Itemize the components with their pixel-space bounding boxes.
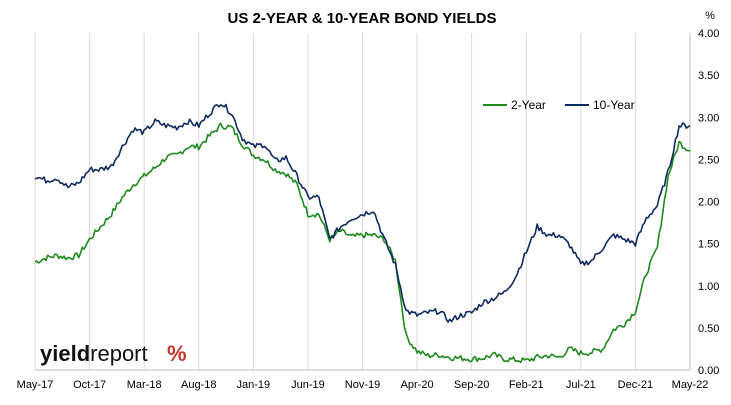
yieldreport-logo: yieldreport % <box>40 341 187 366</box>
chart-title: US 2-YEAR & 10-YEAR BOND YIELDS <box>228 10 497 27</box>
grid-layer <box>34 33 691 370</box>
series-line-10-year <box>34 103 691 323</box>
y-tick-label: 3.50 <box>698 70 719 82</box>
axis-layer: May-17 Oct-17 Mar-18 Aug-18 Jan-19 Jun-19 Nov-… <box>17 28 720 391</box>
y-tick-label: 4.00 <box>698 28 719 40</box>
logo-percent-symbol: % <box>167 341 187 366</box>
x-tick-label: May-22 <box>672 379 709 391</box>
x-tick-label: Sep-20 <box>454 379 489 391</box>
x-tick-label: Nov-19 <box>345 379 380 391</box>
x-tick-label: Aug-18 <box>181 379 216 391</box>
y-tick-label: 0.50 <box>698 323 719 335</box>
series-line-2-year <box>34 122 691 364</box>
x-tick-label: Jan-19 <box>237 379 271 391</box>
y-tick-label: 3.00 <box>698 112 719 124</box>
x-tick-label: Mar-18 <box>127 379 162 391</box>
y-tick-label: 1.50 <box>698 239 719 251</box>
legend: 2-Year 10-Year <box>483 98 635 112</box>
logo-text-bold: yield <box>40 341 90 366</box>
x-tick-label: May-17 <box>17 379 54 391</box>
y-tick-label: 2.00 <box>698 197 719 209</box>
x-tick-label: Jul-21 <box>566 379 596 391</box>
x-tick-label: Apr-20 <box>401 379 434 391</box>
y-tick-label: 1.00 <box>698 281 719 293</box>
y-tick-label: 2.50 <box>698 154 719 166</box>
y-tick-label: 0.00 <box>698 365 719 377</box>
x-tick-label: Jun-19 <box>291 379 325 391</box>
x-tick-label: Oct-17 <box>73 379 106 391</box>
logo-text-light: report <box>90 341 147 366</box>
legend-label: 10-Year <box>593 98 635 112</box>
x-tick-label: Feb-21 <box>509 379 544 391</box>
legend-label: 2-Year <box>511 98 546 112</box>
x-tick-label: Dec-21 <box>618 379 653 391</box>
y-axis-unit-label: % <box>705 10 715 22</box>
svg-text:yieldreport: yieldreport <box>40 341 148 366</box>
series-layer <box>34 103 691 364</box>
